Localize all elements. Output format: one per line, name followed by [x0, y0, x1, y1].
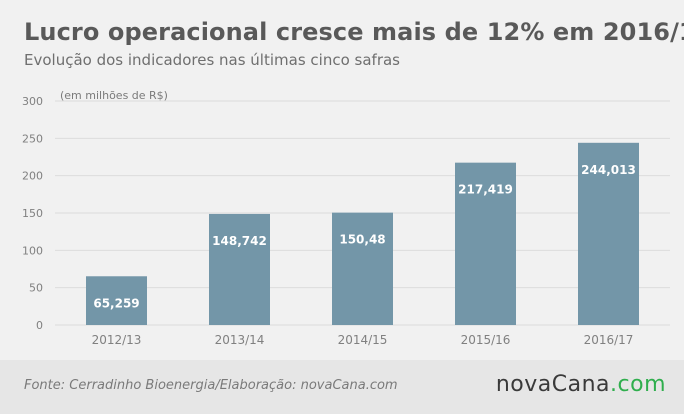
data-label: 150,48 — [339, 233, 385, 247]
y-tick-label: 50 — [29, 282, 43, 295]
x-tick-label: 2014/15 — [338, 333, 388, 347]
y-tick-label: 150 — [22, 207, 43, 220]
x-tick-label: 2012/13 — [92, 333, 142, 347]
logo-main-text: novaCana — [495, 372, 611, 397]
bar — [578, 142, 639, 325]
source-note: Fonte: Cerradinho Bioenergia/Elaboração:… — [24, 378, 398, 393]
data-label: 244,013 — [581, 163, 636, 177]
bar — [86, 276, 147, 325]
bar — [209, 213, 270, 325]
unit-label: (em milhões de R$) — [60, 89, 168, 102]
y-tick-label: 250 — [22, 132, 43, 145]
x-tick-label: 2016/17 — [584, 333, 634, 347]
y-tick-label: 300 — [22, 95, 43, 108]
logo-tld-text: .com — [610, 372, 666, 397]
bar-chart: 0 50 100 150 200 250 300 65,259 2012/13 148,742 20… — [22, 95, 670, 347]
bar — [332, 212, 393, 325]
y-tick-label: 200 — [22, 170, 43, 183]
data-label: 217,419 — [458, 183, 513, 197]
chart-subtitle: Evolução dos indicadores nas últimas cin… — [24, 51, 400, 69]
footer: Fonte: Cerradinho Bioenergia/Elaboração:… — [0, 360, 684, 414]
brand-logo: novaCana.com — [496, 372, 666, 397]
x-tick-label: 2015/16 — [461, 333, 511, 347]
data-label: 65,259 — [93, 296, 139, 310]
y-tick-label: 0 — [36, 319, 43, 332]
chart-title: Lucro operacional cresce mais de 12% em … — [24, 18, 684, 46]
data-label: 148,742 — [212, 234, 267, 248]
bar — [455, 162, 516, 325]
x-tick-label: 2013/14 — [215, 333, 265, 347]
y-tick-label: 100 — [22, 244, 43, 257]
